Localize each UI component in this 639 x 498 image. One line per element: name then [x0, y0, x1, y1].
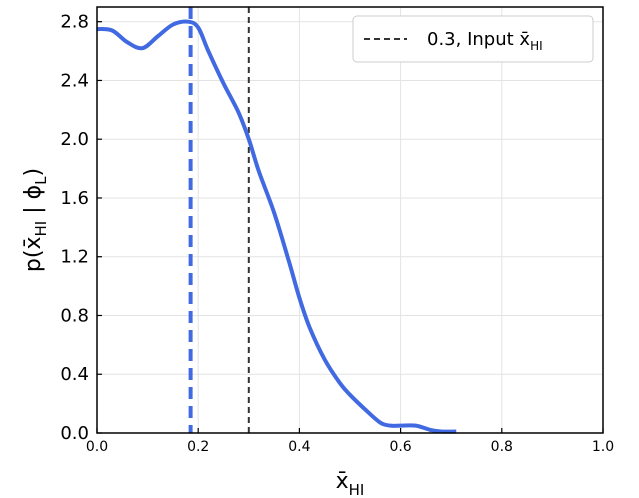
y-axis-label: p(x̄HI | ϕL) [21, 168, 50, 272]
reference-lines [188, 7, 250, 433]
legend-box [352, 15, 594, 63]
y-tick-label: 2.4 [60, 70, 89, 91]
y-tick-label: 0.8 [60, 305, 89, 326]
y-axis-ticks: 0.0 0.4 0.8 1.2 1.6 2.0 2.4 2.8 [60, 12, 102, 444]
legend-label: 0.3, Input x̄HI [427, 29, 543, 53]
x-tick-label: 0.6 [389, 439, 411, 455]
x-tick-label: 1.0 [592, 439, 614, 455]
x-axis-label: x̄HI [336, 469, 365, 498]
y-tick-label: 2.8 [60, 12, 89, 33]
x-tick-label: 0.8 [491, 439, 513, 455]
y-tick-label: 0.0 [60, 423, 89, 444]
x-tick-label: 0.2 [187, 439, 209, 455]
posterior-density-curve [96, 19, 457, 434]
y-tick-label: 1.2 [60, 247, 89, 268]
grid-lines [96, 7, 604, 434]
plot-frame [96, 6, 604, 434]
x-tick-label: 0.4 [288, 439, 310, 455]
x-axis-ticks: 0.0 0.2 0.4 0.6 0.8 1.0 [86, 428, 614, 455]
legend: 0.3, Input x̄HI [352, 15, 594, 63]
y-tick-label: 0.4 [60, 364, 89, 385]
x-tick-label: 0.0 [86, 439, 108, 455]
y-tick-label: 2.0 [60, 129, 89, 150]
y-tick-label: 1.6 [60, 188, 89, 209]
